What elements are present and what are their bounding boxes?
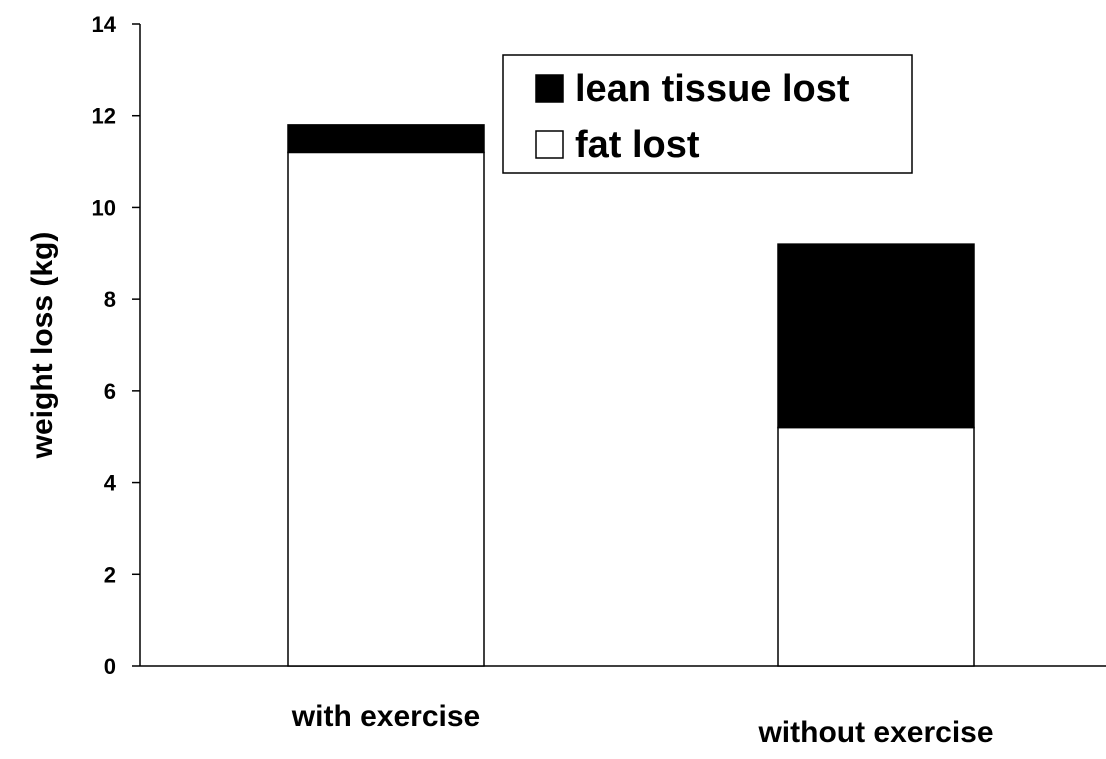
y-tick-label: 4 <box>104 471 117 496</box>
y-tick-label: 0 <box>104 654 116 679</box>
y-tick-label: 12 <box>92 104 116 129</box>
y-axis-title: weight loss (kg) <box>26 232 59 460</box>
fat-lost-bar <box>777 426 975 667</box>
x-category-label: with exercise <box>291 700 480 733</box>
legend: lean tissue lost fat lost <box>502 54 913 174</box>
legend-swatch <box>535 130 564 159</box>
legend-box <box>502 54 913 174</box>
legend-label: lean tissue lost <box>575 68 850 110</box>
x-category-label: without exercise <box>757 716 993 749</box>
fat-lost-bar <box>287 151 485 667</box>
legend-swatch <box>535 74 564 103</box>
y-tick-label: 6 <box>104 379 116 404</box>
y-tick-label: 14 <box>92 12 117 37</box>
y-tick-label: 2 <box>104 562 116 587</box>
bars <box>287 124 975 667</box>
y-tick-label: 10 <box>92 195 116 220</box>
y-tick-label: 8 <box>104 287 116 312</box>
lean-tissue-lost-bar <box>287 124 485 154</box>
labels: 0 2 4 6 8 10 12 14 weight loss (kg) with exercise… <box>26 12 994 749</box>
lean-tissue-lost-bar <box>777 243 975 429</box>
legend-label: fat lost <box>575 124 700 166</box>
